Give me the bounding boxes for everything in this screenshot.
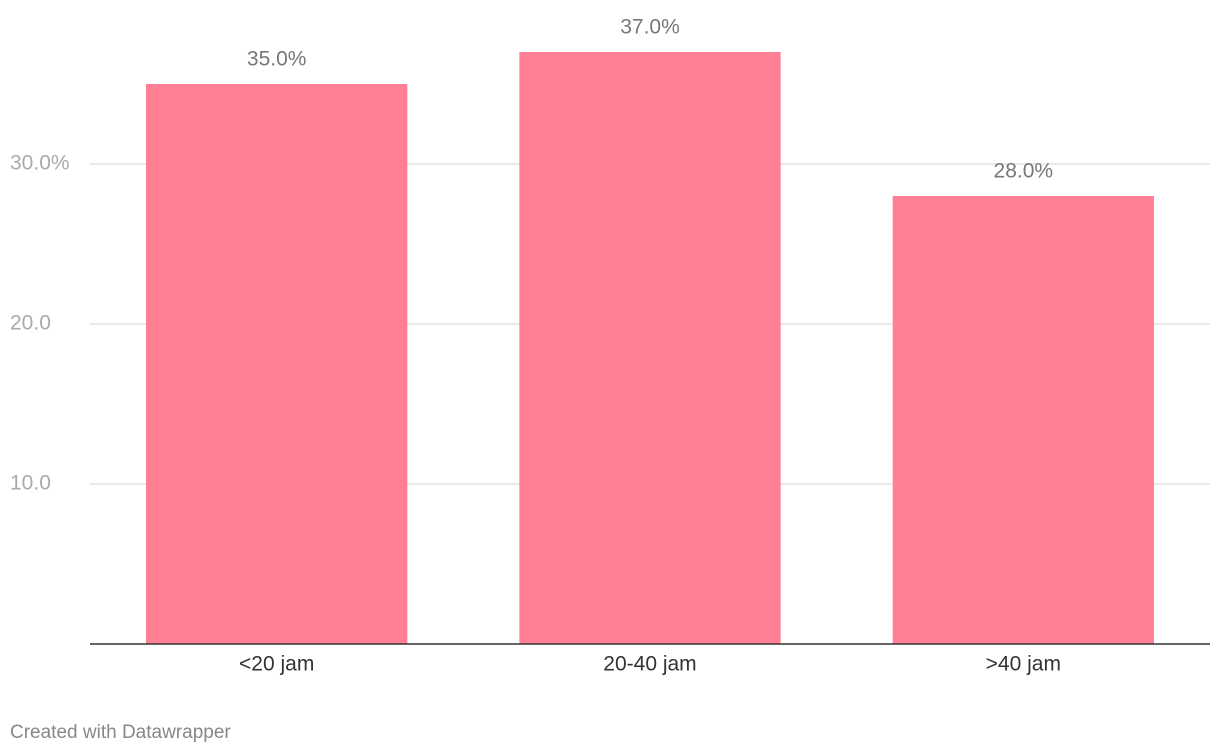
- y-tick-label: 30.0%: [10, 152, 70, 175]
- y-tick-label: 20.0: [10, 312, 51, 335]
- value-label: 37.0%: [620, 16, 680, 39]
- bar: [892, 196, 1154, 644]
- x-tick-label: >40 jam: [986, 653, 1061, 676]
- value-label: 28.0%: [994, 160, 1054, 183]
- y-tick-label: 10.0: [10, 472, 51, 495]
- value-label: 35.0%: [247, 48, 307, 71]
- x-tick-label: <20 jam: [239, 653, 314, 676]
- x-tick-label: 20-40 jam: [603, 653, 696, 676]
- bar: [146, 84, 408, 644]
- footer-credit: Created with Datawrapper: [10, 722, 231, 743]
- bar: [519, 52, 781, 644]
